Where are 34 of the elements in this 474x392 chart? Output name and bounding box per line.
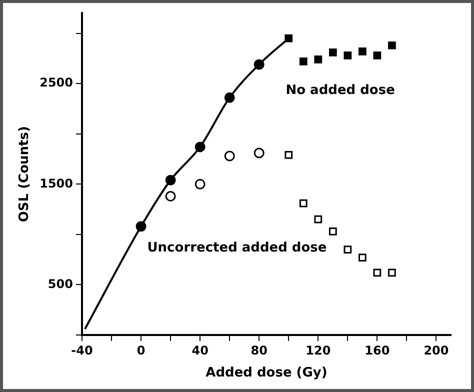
point: [224, 150, 235, 162]
point: [388, 41, 396, 50]
point: [373, 268, 382, 277]
point: [328, 48, 337, 56]
point: [299, 199, 308, 208]
y-tick-label: 2500: [40, 76, 73, 90]
x-tick-label: -40: [71, 343, 93, 358]
x-tick-label: 160: [364, 343, 390, 358]
point: [314, 56, 322, 64]
point: [299, 58, 308, 66]
x-tick-label: 0: [136, 343, 146, 358]
x-axis-title: Added dose (Gy): [206, 366, 328, 381]
point: [314, 215, 322, 224]
point: [358, 254, 366, 262]
point: [328, 227, 337, 236]
point: [254, 148, 264, 158]
x-tick-label: 40: [192, 343, 208, 358]
point: [344, 52, 352, 60]
point: [388, 268, 396, 277]
point: [284, 34, 293, 42]
x-tick-label: 120: [306, 343, 331, 358]
y-axis-title: OSL (Counts): [17, 126, 32, 222]
y-tick-label: 1500: [40, 176, 73, 190]
x-tick-label: 200: [424, 343, 449, 358]
point: [194, 178, 206, 190]
annotation: No added dose: [286, 82, 396, 98]
point: [358, 47, 366, 56]
point: [344, 246, 352, 254]
point: [284, 151, 293, 159]
annotation: Uncorrected added dose: [147, 240, 327, 256]
point: [165, 190, 176, 202]
y-tick-label: 500: [48, 276, 73, 291]
point: [373, 52, 382, 60]
x-tick-label: 80: [250, 343, 268, 358]
